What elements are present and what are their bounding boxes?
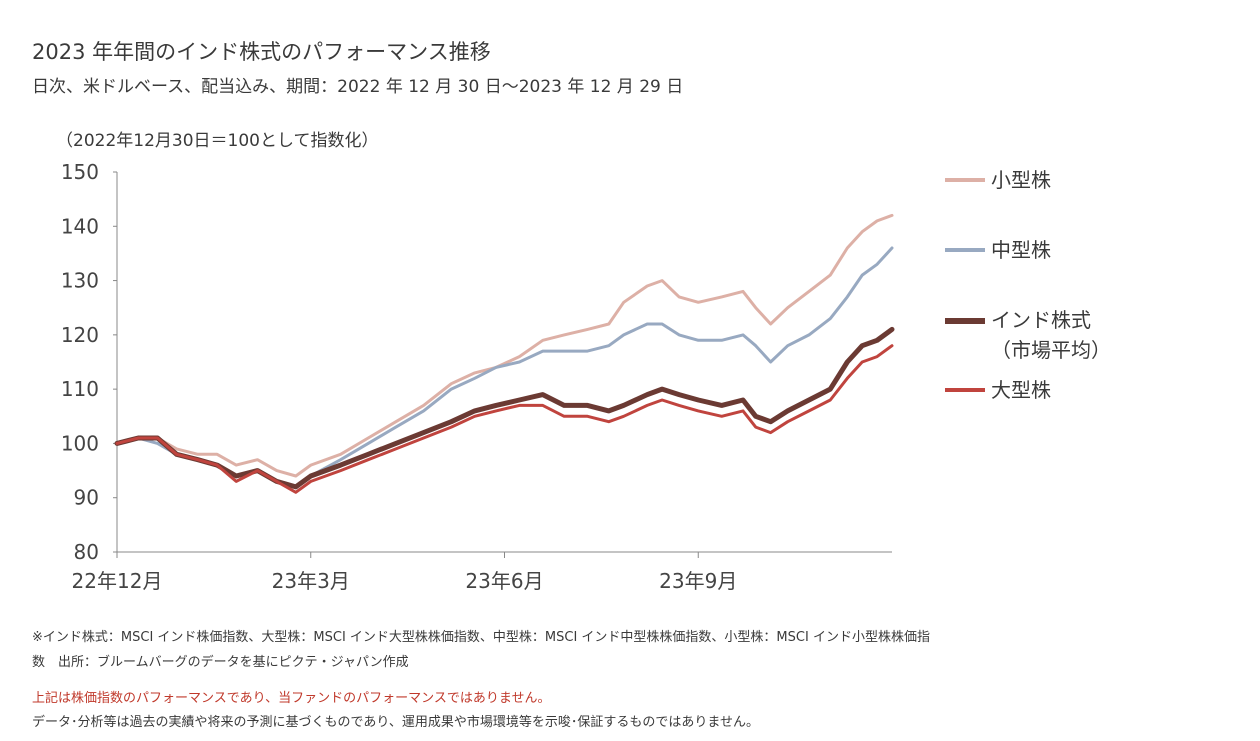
legend-label-mid-cap: 中型株 [991,238,1051,262]
y-tick-label: 110 [61,377,99,401]
y-axis-note: （2022年12月30日＝100として指数化） [56,131,379,151]
legend-label-large-cap: 大型株 [991,378,1051,402]
legend-item-large-cap: 大型株 [945,375,1051,405]
series-line-mid-cap [115,246,894,489]
y-tick-label: 120 [61,323,99,347]
series-line-india-equity [114,326,895,490]
y-tick-label: 80 [74,540,99,564]
legend-item-india-equity: インド株式 （市場平均） [945,305,1111,365]
x-tick-label: 23年3月 [272,569,350,593]
disclaimer-fund: 上記は株価指数のパフォーマンスであり、当ファンドのパフォーマンスではありません。 [32,691,551,706]
x-tick-label: 23年9月 [659,569,737,593]
legend-label-india-equity: インド株式 （市場平均） [991,308,1111,362]
legend-item-small-cap: 小型株 [945,165,1051,195]
disclaimer-general: データ･分析等は過去の実績や将来の予測に基づくものであり、運用成果や市場環境等を… [32,715,759,730]
legend-item-mid-cap: 中型株 [945,235,1051,265]
legend-swatch-mid-cap [945,248,985,252]
y-tick-label: 150 [61,160,99,184]
legend-label-small-cap: 小型株 [991,168,1051,192]
y-tick-label: 100 [61,431,99,455]
chart-title: 2023 年年間のインド株式のパフォーマンス推移 [32,40,491,64]
x-tick-label: 22年12月 [72,569,163,593]
legend-swatch-small-cap [945,178,985,182]
line-chart: 80 90 100 110 120 130 140 150 22年12月 23年3月 23年6月 23… [61,160,895,593]
footnote-sources-cont: 数 出所：ブルームバーグのデータを基にピクテ・ジャパン作成 [32,655,409,670]
series-line-large-cap [115,344,894,494]
series-line-small-cap [115,213,894,478]
y-tick-label: 90 [74,486,99,510]
x-tick-label: 23年6月 [465,569,543,593]
legend-swatch-large-cap [945,388,985,392]
footnote-sources: ※インド株式：MSCI インド株価指数、大型株：MSCI インド大型株株価指数、… [32,630,930,645]
chart-subtitle: 日次、米ドルベース、配当込み、期間：2022 年 12 月 30 日～2023 … [32,77,684,97]
chart-axes: 80 90 100 110 120 130 140 150 22年12月 23年3月 23年6月 23… [61,160,892,593]
y-tick-label: 130 [61,269,99,293]
y-tick-label: 140 [61,214,99,238]
legend-swatch-india-equity [945,318,985,324]
chart-series-lines [114,213,895,494]
